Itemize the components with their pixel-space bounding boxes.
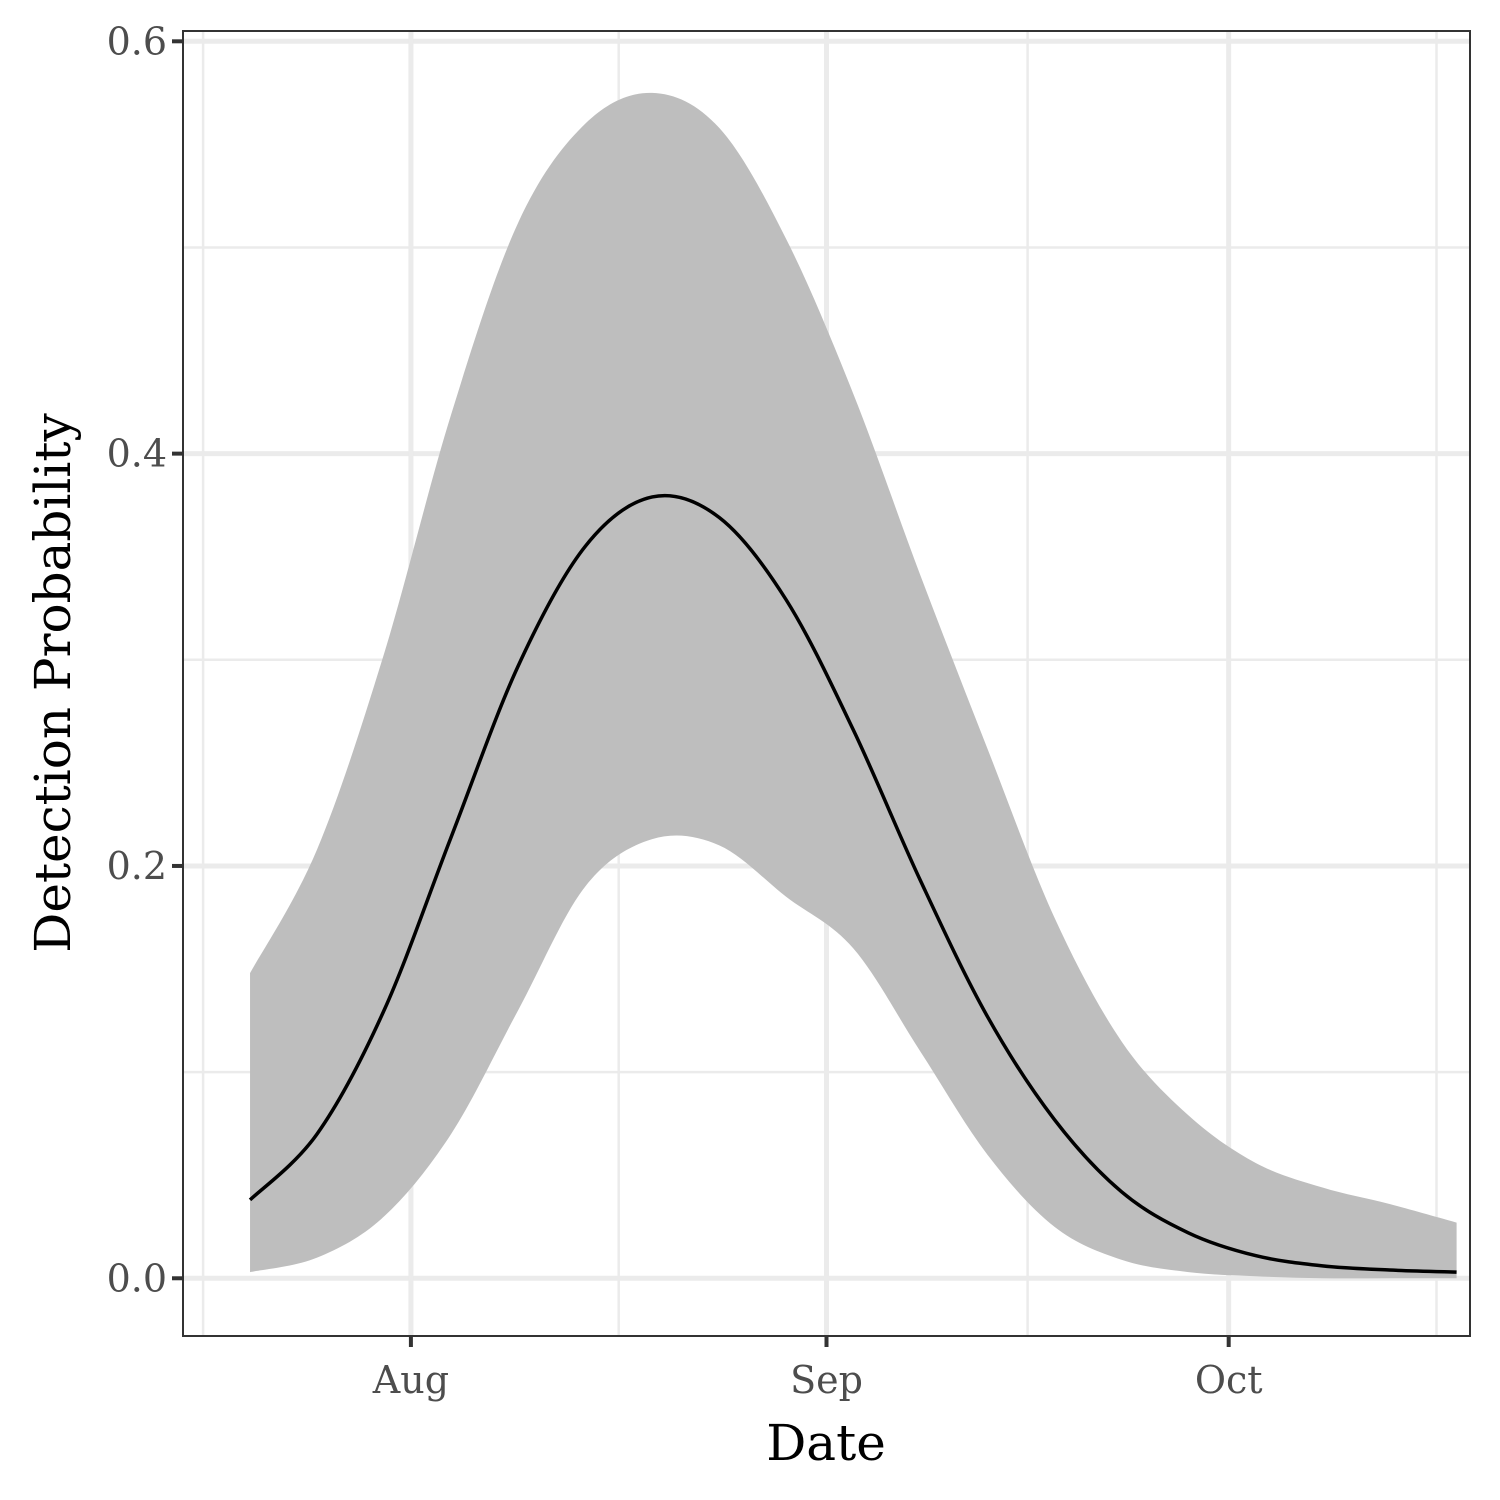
estimate-line — [248, 493, 1457, 1274]
line-layer — [248, 493, 1457, 1274]
ribbon-layer — [250, 92, 1457, 1279]
y-tick-label: 0.0 — [107, 1256, 167, 1300]
confidence-ribbon — [250, 92, 1457, 1279]
y-axis: 0.0 0.2 0.4 0.6 — [107, 19, 183, 1300]
x-tick-label: Aug — [372, 1358, 449, 1402]
x-axis: Aug Sep Oct — [372, 1336, 1263, 1402]
x-axis-title: Date — [766, 1414, 886, 1472]
y-axis-title: Detection Probability — [24, 413, 82, 953]
x-tick-label: Sep — [790, 1358, 863, 1402]
x-tick-label: Oct — [1195, 1358, 1263, 1402]
y-tick-label: 0.2 — [107, 844, 167, 888]
y-tick-label: 0.4 — [107, 432, 167, 476]
y-tick-label: 0.6 — [107, 19, 167, 63]
